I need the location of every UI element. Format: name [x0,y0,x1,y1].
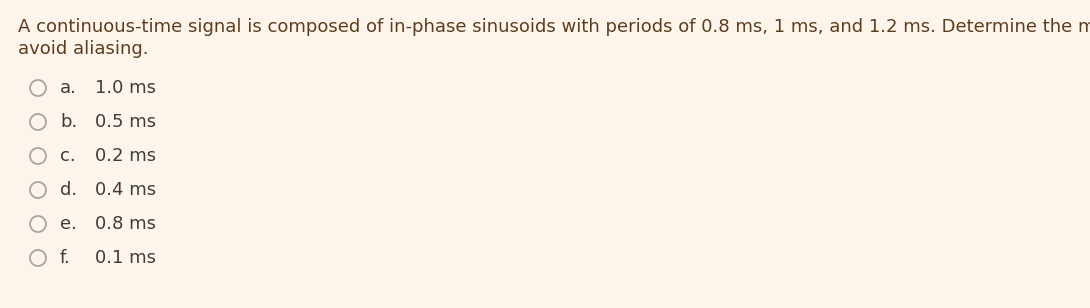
Text: 0.2 ms: 0.2 ms [95,147,156,165]
Text: 0.5 ms: 0.5 ms [95,113,156,131]
Text: c.: c. [60,147,75,165]
Text: f.: f. [60,249,71,267]
Text: b.: b. [60,113,77,131]
Text: 0.1 ms: 0.1 ms [95,249,156,267]
Text: 1.0 ms: 1.0 ms [95,79,156,97]
Text: 0.8 ms: 0.8 ms [95,215,156,233]
Text: d.: d. [60,181,77,199]
Text: e.: e. [60,215,77,233]
Text: A continuous-time signal is composed of in-phase sinusoids with periods of 0.8 m: A continuous-time signal is composed of … [19,18,1090,36]
Text: a.: a. [60,79,77,97]
Text: avoid aliasing.: avoid aliasing. [19,40,148,58]
Text: 0.4 ms: 0.4 ms [95,181,156,199]
